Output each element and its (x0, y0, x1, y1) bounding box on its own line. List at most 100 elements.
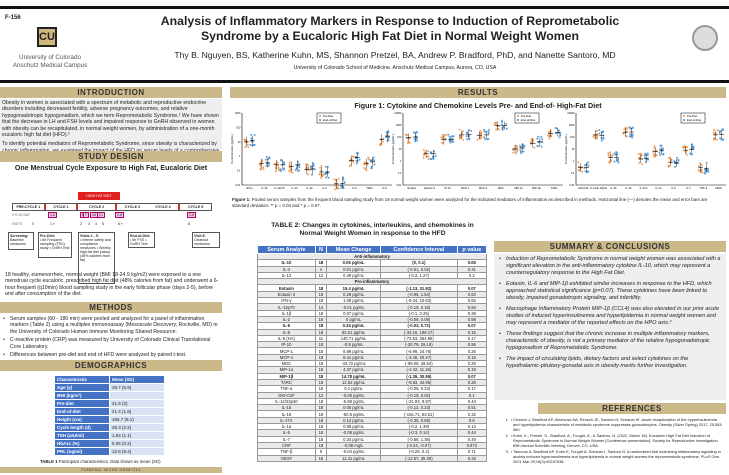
header-cell: Mean (SD) (109, 375, 165, 384)
legend-box (514, 112, 540, 124)
pre-diet-point (511, 148, 514, 151)
end-of-diet-point (429, 158, 432, 161)
end-of-diet-point (451, 135, 454, 138)
pre-diet-point (288, 163, 291, 166)
y-tick-label: 100 (236, 125, 241, 129)
y-tick-label: 10 (238, 140, 241, 144)
pre-diet-point (319, 166, 322, 169)
end-of-diet-point (327, 176, 330, 179)
n: 9 (314, 448, 328, 456)
legend-marker (517, 119, 519, 121)
pre-diet-point (422, 156, 425, 159)
x-tick-label: IL-16 (626, 186, 632, 190)
summary-bullet: The impact of circulating lipids, dietar… (498, 356, 722, 370)
x-tick-label: IL-13 (292, 186, 298, 190)
end-of-diet-point (690, 143, 693, 146)
design-box: Screening: Baseline measures (8, 232, 34, 250)
pre-diet-point (458, 137, 461, 140)
pre-diet-point (462, 138, 465, 141)
header-cell: Characteristic (54, 375, 110, 384)
p-value: 0.2 (456, 271, 488, 280)
mean-change: -0.8 pg/mL (326, 341, 382, 349)
end-of-diet-point (312, 163, 315, 166)
p-value: 0.07 (456, 284, 488, 292)
p-value: 0.82 (456, 297, 488, 305)
y-tick-label: 1 (239, 154, 241, 158)
end-of-diet-point (413, 132, 416, 135)
pre-diet-point (608, 154, 611, 157)
end-of-diet-point (326, 165, 329, 168)
end-of-diet-point (298, 165, 301, 168)
pre-diet-point (348, 164, 351, 167)
pre-diet-point (700, 171, 703, 174)
p-value: 0.33 (456, 454, 488, 462)
pre-diet-point (716, 138, 719, 141)
pre-diet-point (712, 131, 715, 134)
p-value: 0.26 (456, 360, 488, 368)
n: 18 (314, 404, 328, 412)
end-of-diet-point (487, 132, 490, 135)
mean-change: -50.6 pg/mL (326, 410, 382, 418)
pre-diet-point (243, 138, 246, 141)
n: 18 (314, 341, 328, 349)
p-value: 0.26 (456, 378, 488, 387)
mean-change: -0.08 mg/L (326, 441, 382, 450)
end-of-diet-point (536, 144, 539, 147)
legend-box (316, 112, 342, 124)
table-row: MCP-4 18 8.41 pg/mL (-3.46, 20.27) 0.15 (257, 353, 488, 362)
reference: Kuhn, K., Pretzel, S., Bradford, A., Fou… (510, 433, 724, 448)
summary-bullet: Eotaxin, IL-6 and MIP-1β exhibited simil… (498, 281, 722, 302)
end-of-diet-point (342, 178, 345, 181)
end-of-diet-point (674, 165, 677, 168)
chart-panel: Concentration (pg/mL) 0.01 0.1 1 10 100 1000 10… (391, 111, 563, 190)
design-box: Visits 2 - 5: • Interim safety and compli… (78, 232, 115, 284)
y-tick-label: 100 (570, 135, 575, 139)
mean-sd: 1.84 (1.1) (109, 431, 165, 440)
pre-diet-point (653, 146, 656, 149)
y-axis-label: Concentration (pg/mL) (564, 134, 568, 164)
visit-number: 5 (102, 222, 104, 226)
pre-diet-point (277, 166, 280, 169)
n: 18 (314, 435, 328, 443)
x-tick-label: MIP-1β (532, 186, 541, 190)
x-tick-label: IL-17A (640, 186, 648, 190)
pre-diet-point (626, 126, 629, 129)
pre-diet-point (622, 132, 625, 135)
reference: Chosich J, Bradford AP, Allshouse AA, Re… (510, 417, 724, 432)
mean-change: 0.49 pg/mL (326, 271, 382, 280)
y-tick-label: 0.01 (396, 183, 402, 187)
end-of-diet-point (519, 144, 522, 147)
pre-diet-point (320, 169, 323, 172)
end-of-diet-point (646, 158, 649, 161)
legend-marker (683, 115, 685, 117)
section-label: Anti-inflammatory (257, 252, 487, 261)
end-of-diet-point (385, 136, 388, 139)
end-of-diet-point (249, 143, 252, 146)
section-row: Anti-inflammatory (257, 252, 487, 261)
pre-diet-point (288, 161, 291, 164)
pre-diet-point (697, 168, 700, 171)
x-tick-label: MCP-4 (479, 186, 488, 190)
end-of-diet-point (646, 154, 649, 157)
y-tick-label: 10 (572, 147, 575, 151)
mean-change: 0.29 pg/mL (326, 290, 382, 299)
n: 4 (314, 265, 328, 273)
n: 18 (314, 429, 328, 437)
summary-heading: SUMMARY & CONCLUSIONS (494, 241, 726, 252)
y-tick-label: 0.1 (398, 171, 402, 175)
p-value: 0.44 (456, 397, 488, 406)
end-of-diet-point (373, 160, 376, 163)
end-of-diet-point (505, 127, 508, 130)
n: 18 (314, 410, 328, 418)
end-of-diet-point (343, 181, 346, 184)
end-of-diet-point (370, 165, 373, 168)
x-tick-label: IL-10 (262, 186, 268, 190)
pre-diet-point (515, 144, 518, 147)
demographics-table: Characteristic Mean (SD) Age (y) 29.7 (5.9)… (54, 375, 165, 456)
pre-diet-point (699, 162, 702, 165)
col-p: p value (456, 245, 488, 254)
end-of-diet-point (540, 145, 543, 148)
mean-change: -34.72 pg/mL (326, 360, 382, 368)
